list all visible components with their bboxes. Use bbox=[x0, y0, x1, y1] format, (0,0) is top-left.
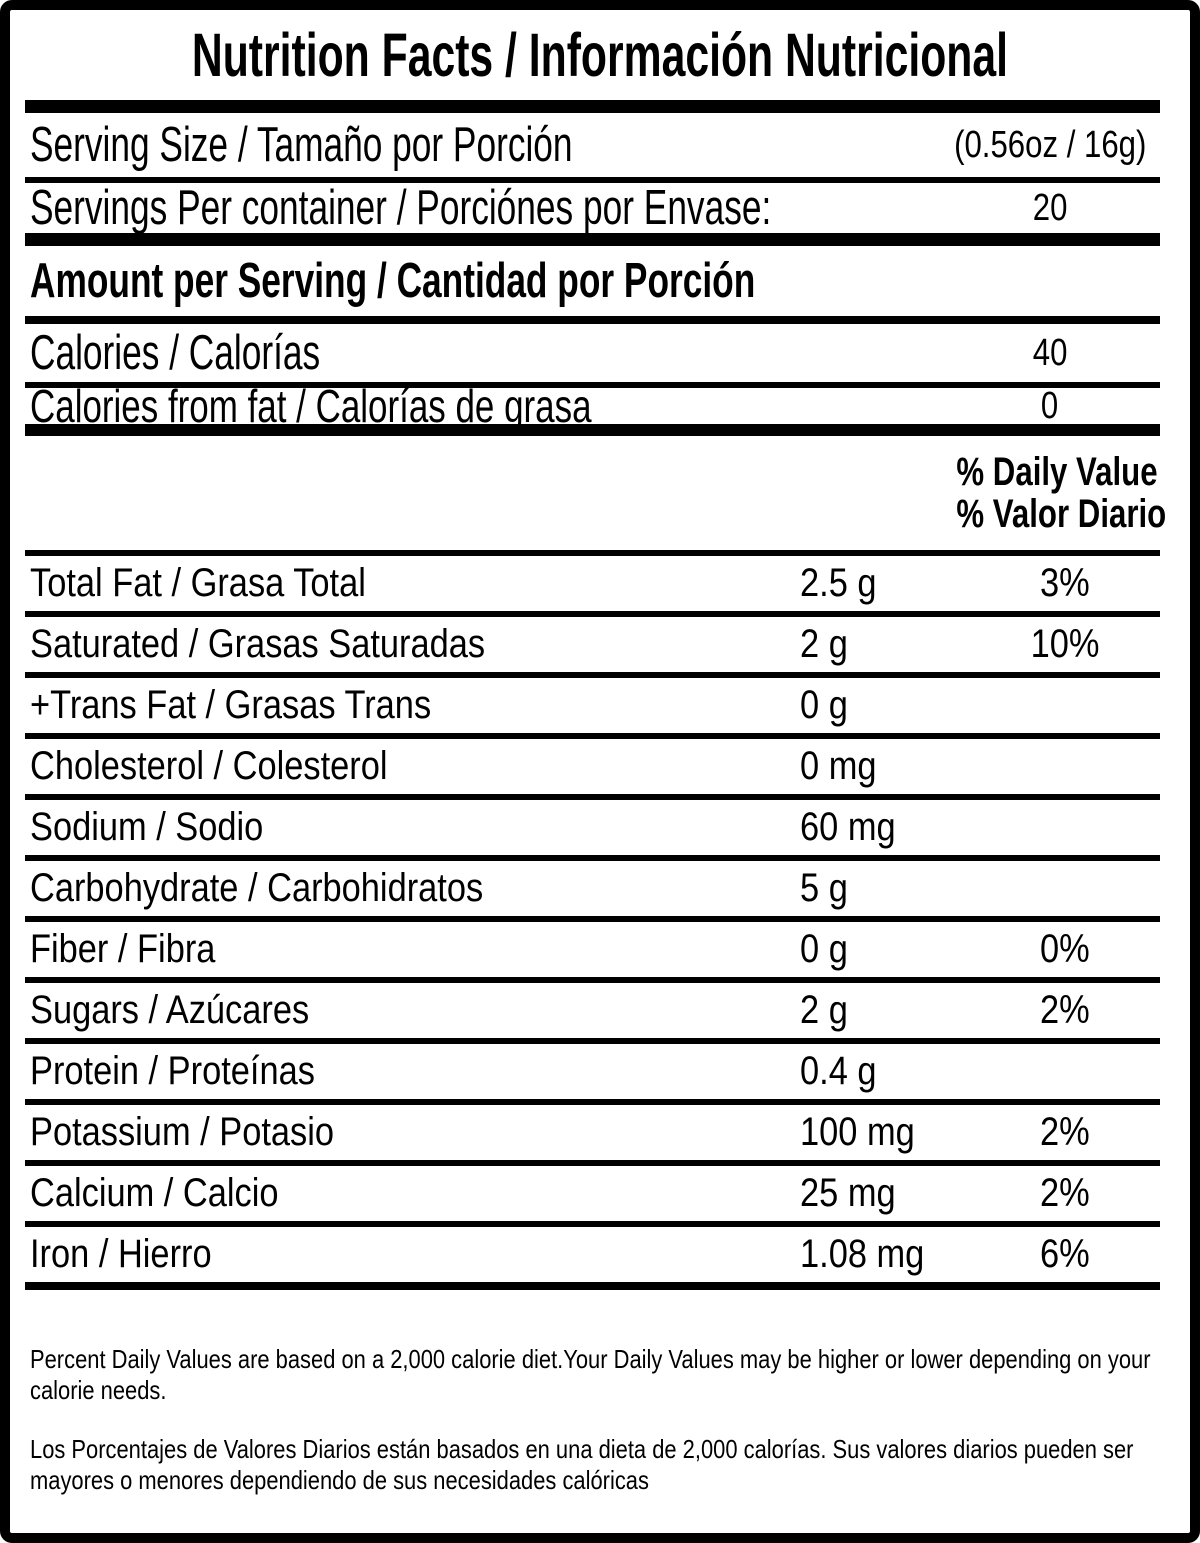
daily-value-header-es: % Valor Diario bbox=[956, 492, 1167, 536]
nutrient-label: Saturated / Grasas Saturadas bbox=[30, 622, 486, 666]
nutrient-label: Sodium / Sodio bbox=[30, 805, 264, 849]
divider bbox=[25, 1221, 1160, 1227]
calories-value: 40 bbox=[1032, 331, 1068, 374]
table-row-cholesterol: Cholesterol / Colesterol 0 mg bbox=[10, 739, 1190, 794]
divider bbox=[25, 733, 1160, 739]
calories-from-fat-row: Calories from fat / Calorías de grasa 0 bbox=[10, 380, 1190, 432]
amount-per-serving-header: Amount per Serving / Cantidad por Porció… bbox=[30, 254, 756, 308]
nutrient-amount: 0.4 g bbox=[800, 1049, 877, 1093]
footnote-english: Percent Daily Values are based on a 2,00… bbox=[30, 1344, 1151, 1405]
label-title-area: Nutrition Facts / Información Nutriciona… bbox=[10, 10, 1190, 100]
nutrient-amount: 1.08 mg bbox=[800, 1232, 925, 1276]
nutrient-label: Total Fat / Grasa Total bbox=[30, 561, 366, 605]
nutrient-label: Potassium / Potasio bbox=[30, 1110, 335, 1154]
divider bbox=[25, 794, 1160, 800]
nutrient-percent: 6% bbox=[1040, 1232, 1090, 1276]
nutrient-amount: 0 g bbox=[800, 927, 848, 971]
table-row-saturated-fat: Saturated / Grasas Saturadas 2 g 10% bbox=[10, 617, 1190, 672]
divider bbox=[25, 611, 1160, 617]
calories-row: Calories / Calorías 40 bbox=[10, 324, 1190, 382]
table-row-fiber: Fiber / Fibra 0 g 0% bbox=[10, 922, 1190, 977]
divider bbox=[25, 177, 1160, 183]
calories-label: Calories / Calorías bbox=[30, 326, 321, 380]
table-row-potassium: Potassium / Potasio 100 mg 2% bbox=[10, 1105, 1190, 1160]
nutrient-percent: 10% bbox=[1030, 622, 1100, 666]
nutrient-label: Calcium / Calcio bbox=[30, 1171, 279, 1215]
nutrient-amount: 0 mg bbox=[800, 744, 877, 788]
nutrient-label: Cholesterol / Colesterol bbox=[30, 744, 388, 788]
nutrient-amount: 60 mg bbox=[800, 805, 896, 849]
nutrient-percent: 2% bbox=[1040, 1110, 1090, 1154]
calories-from-fat-value: 0 bbox=[1041, 384, 1059, 427]
title-divider-bar bbox=[25, 100, 1160, 113]
daily-value-header-en: % Daily Value bbox=[956, 450, 1158, 494]
nutrient-amount: 5 g bbox=[800, 866, 848, 910]
divider bbox=[25, 1160, 1160, 1166]
nutrient-label: Carbohydrate / Carbohidratos bbox=[30, 866, 484, 910]
divider bbox=[25, 672, 1160, 678]
nutrient-amount: 100 mg bbox=[800, 1110, 915, 1154]
nutrient-amount: 2 g bbox=[800, 622, 848, 666]
nutrient-label: Protein / Proteínas bbox=[30, 1049, 315, 1093]
table-row-total-fat: Total Fat / Grasa Total 2.5 g 3% bbox=[10, 556, 1190, 611]
nutrient-percent: 0% bbox=[1040, 927, 1090, 971]
label-title: Nutrition Facts / Información Nutriciona… bbox=[191, 21, 1009, 89]
divider bbox=[25, 382, 1160, 388]
divider bbox=[25, 316, 1160, 324]
servings-per-container-value: 20 bbox=[1032, 186, 1068, 229]
nutrient-label: Sugars / Azúcares bbox=[30, 988, 310, 1032]
servings-per-container-row: Servings Per container / Porciónes por E… bbox=[10, 181, 1190, 235]
nutrient-label: Iron / Hierro bbox=[30, 1232, 212, 1276]
thick-divider bbox=[25, 424, 1160, 436]
nutrient-amount: 0 g bbox=[800, 683, 848, 727]
divider bbox=[25, 855, 1160, 861]
table-row-trans-fat: +Trans Fat / Grasas Trans 0 g bbox=[10, 678, 1190, 733]
serving-size-row: Serving Size / Tamaño por Porción (0.56o… bbox=[10, 113, 1190, 177]
table-row-calcium: Calcium / Calcio 25 mg 2% bbox=[10, 1166, 1190, 1221]
divider bbox=[25, 1038, 1160, 1044]
nutrient-percent: 2% bbox=[1040, 1171, 1090, 1215]
table-row-sodium: Sodium / Sodio 60 mg bbox=[10, 800, 1190, 855]
nutrient-amount: 2.5 g bbox=[800, 561, 877, 605]
nutrient-table: Total Fat / Grasa Total 2.5 g 3% Saturat… bbox=[10, 556, 1190, 1282]
table-row-carbohydrate: Carbohydrate / Carbohidratos 5 g bbox=[10, 861, 1190, 916]
footnotes: Percent Daily Values are based on a 2,00… bbox=[30, 1344, 1190, 1496]
table-row-protein: Protein / Proteínas 0.4 g bbox=[10, 1044, 1190, 1099]
nutrient-percent: 2% bbox=[1040, 988, 1090, 1032]
serving-size-value: (0.56oz / 16g) bbox=[953, 123, 1147, 166]
divider bbox=[25, 977, 1160, 983]
nutrient-label: Fiber / Fibra bbox=[30, 927, 216, 971]
daily-value-header-block: % Daily Value % Valor Diario bbox=[10, 436, 1190, 550]
nutrient-amount: 2 g bbox=[800, 988, 848, 1032]
thick-divider bbox=[25, 233, 1160, 246]
table-row-sugars: Sugars / Azúcares 2 g 2% bbox=[10, 983, 1190, 1038]
divider bbox=[25, 550, 1160, 556]
divider bbox=[25, 916, 1160, 922]
divider bbox=[25, 1099, 1160, 1105]
nutrient-percent: 3% bbox=[1040, 561, 1090, 605]
table-row-iron: Iron / Hierro 1.08 mg 6% bbox=[10, 1227, 1190, 1282]
servings-per-container-label: Servings Per container / Porciónes por E… bbox=[30, 181, 772, 235]
amount-per-serving-header-row: Amount per Serving / Cantidad por Porció… bbox=[10, 246, 1190, 316]
nutrient-label: +Trans Fat / Grasas Trans bbox=[30, 683, 432, 727]
nutrient-amount: 25 mg bbox=[800, 1171, 896, 1215]
table-end-divider bbox=[25, 1282, 1160, 1290]
footnote-spanish: Los Porcentajes de Valores Diarios están… bbox=[30, 1434, 1134, 1495]
serving-size-label: Serving Size / Tamaño por Porción bbox=[30, 118, 573, 172]
calories-from-fat-label: Calories from fat / Calorías de grasa bbox=[30, 380, 592, 432]
